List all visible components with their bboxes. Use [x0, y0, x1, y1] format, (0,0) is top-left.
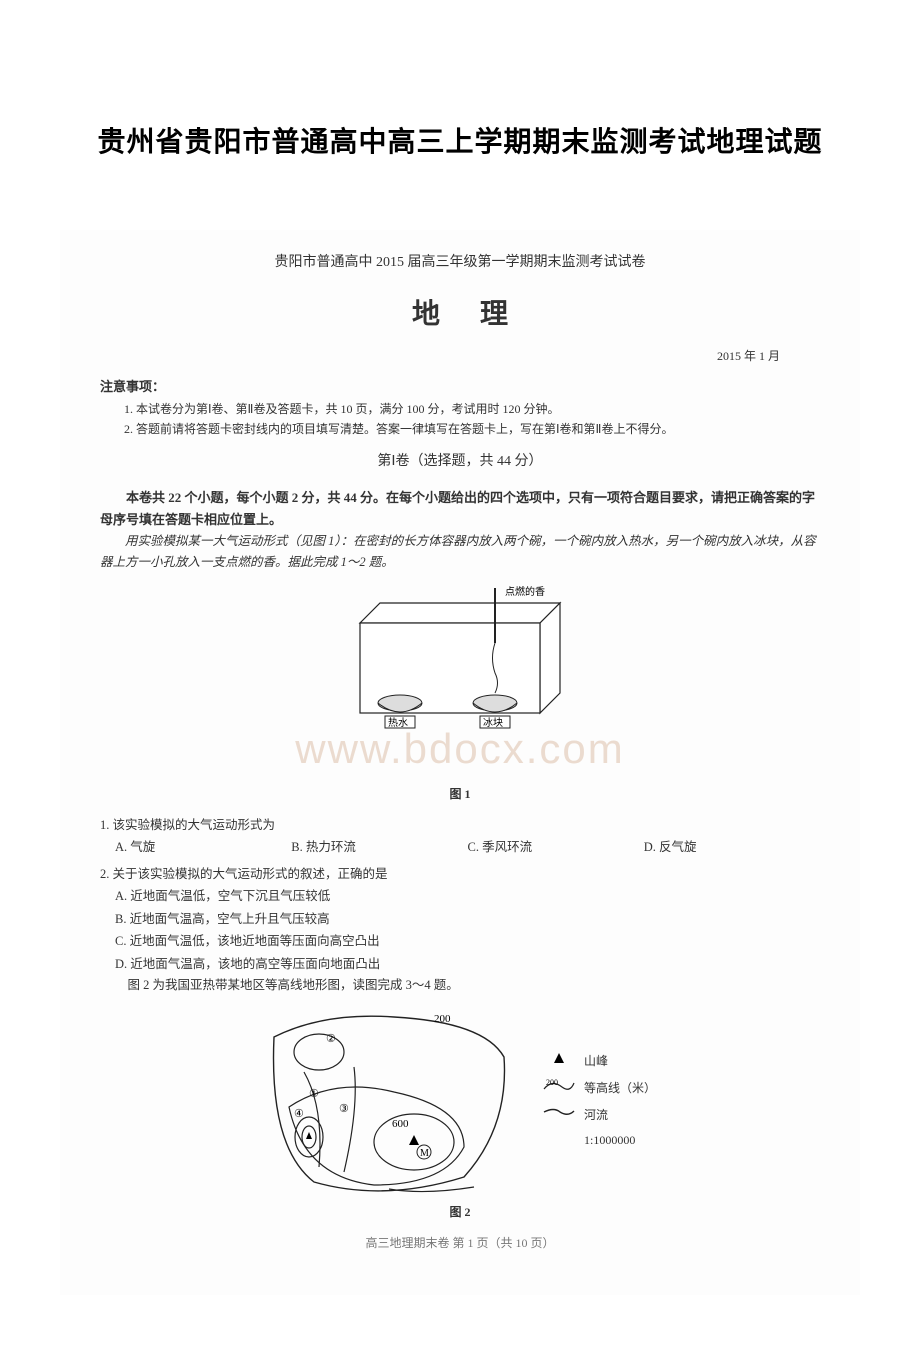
legend-peak-label: 山峰: [584, 1051, 608, 1073]
fig2-marker-4: ④: [294, 1108, 304, 1120]
q2-option-b: B. 近地面气温高，空气上升且气压较高: [115, 908, 820, 931]
q1-option-b: B. 热力环流: [291, 836, 467, 859]
legend-contour-icon: 200: [534, 1077, 584, 1101]
passage-1: 用实验模拟某一大气运动形式（见图 1）：在密封的长方体容器内放入两个碗，一个碗内…: [100, 531, 820, 574]
legend-contour-label: 等高线（米）: [584, 1078, 656, 1100]
legend-river-icon: [534, 1105, 584, 1127]
fig2-contour-600: 600: [392, 1118, 409, 1130]
figure-2-svg: 200 ② 600 ④ ① ③ M: [264, 1007, 514, 1197]
exam-date: 2015 年 1 月: [100, 346, 820, 368]
q1-option-a: A. 气旋: [115, 836, 291, 859]
fig1-ice-label: 冰块: [483, 716, 503, 729]
q2-option-c: C. 近地面气温低，该地近地面等压面向高空凸出: [115, 930, 820, 953]
fig2-marker-3: ③: [339, 1103, 349, 1115]
exam-page: 贵阳市普通高中 2015 届高三年级第一学期期末监测考试试卷 地理 2015 年…: [60, 230, 860, 1295]
fig2-marker-2: ②: [326, 1033, 336, 1045]
notice-item-1: 1. 本试卷分为第Ⅰ卷、第Ⅱ卷及答题卡，共 10 页，满分 100 分，考试用时…: [100, 399, 820, 419]
legend-scale: 1:1000000: [584, 1130, 635, 1152]
notice-item-2: 2. 答题前请将答题卡密封线内的项目填写清楚。答案一律填写在答题卡上，写在第Ⅰ卷…: [100, 419, 820, 439]
figure-2: 200 ② 600 ④ ① ③ M: [100, 1007, 820, 1197]
q2-option-d: D. 近地面气温高，该地的高空等压面向地面凸出: [115, 953, 820, 976]
fig1-hot-label: 热水: [388, 716, 408, 729]
section-1-title: 第Ⅰ卷（选择题，共 44 分）: [100, 449, 820, 474]
q2-stem: 2. 关于该实验模拟的大气运动形式的叙述，正确的是: [100, 863, 820, 886]
fig2-marker-m: M: [420, 1148, 429, 1159]
question-1: 1. 该实验模拟的大气运动形式为 A. 气旋 B. 热力环流 C. 季风环流 D…: [100, 814, 820, 859]
legend-peak-icon: [534, 1051, 584, 1073]
q1-option-c: C. 季风环流: [468, 836, 644, 859]
fig2-contour-200a: 200: [434, 1013, 451, 1025]
passage-2: 图 2 为我国亚热带某地区等高线地形图，读图完成 3～4 题。: [100, 975, 820, 996]
legend-river-label: 河流: [584, 1105, 608, 1127]
q1-stem: 1. 该实验模拟的大气运动形式为: [100, 814, 820, 837]
figure-1: 点燃的香 热水 冰块: [100, 583, 820, 740]
exam-subject: 地理: [100, 290, 820, 340]
figure-1-caption: 图 1: [100, 784, 820, 806]
section-instruction: 本卷共 22 个小题，每个小题 2 分，共 44 分。在每个小题给出的四个选项中…: [100, 487, 820, 531]
figure-2-caption: 图 2: [100, 1202, 820, 1224]
fig2-marker-1: ①: [309, 1088, 319, 1100]
q2-option-a: A. 近地面气温低，空气下沉且气压较低: [115, 885, 820, 908]
svg-text:200: 200: [546, 1078, 558, 1087]
question-2: 2. 关于该实验模拟的大气运动形式的叙述，正确的是 A. 近地面气温低，空气下沉…: [100, 863, 820, 997]
page-footer: 高三地理期末卷 第 1 页（共 10 页）: [100, 1233, 820, 1255]
fig1-smoke-label: 点燃的香: [505, 585, 545, 598]
q1-option-d: D. 反气旋: [644, 836, 820, 859]
figure-1-svg: 点燃的香 热水 冰块: [330, 583, 590, 733]
exam-subtitle: 贵阳市普通高中 2015 届高三年级第一学期期末监测考试试卷: [100, 250, 820, 275]
page-main-title: 贵州省贵阳市普通高中高三上学期期末监测考试地理试题: [60, 120, 860, 160]
notice-heading: 注意事项：: [100, 375, 820, 398]
figure-2-legend: 山峰 200 等高线（米） 河流 1:1000000: [534, 1047, 656, 1155]
